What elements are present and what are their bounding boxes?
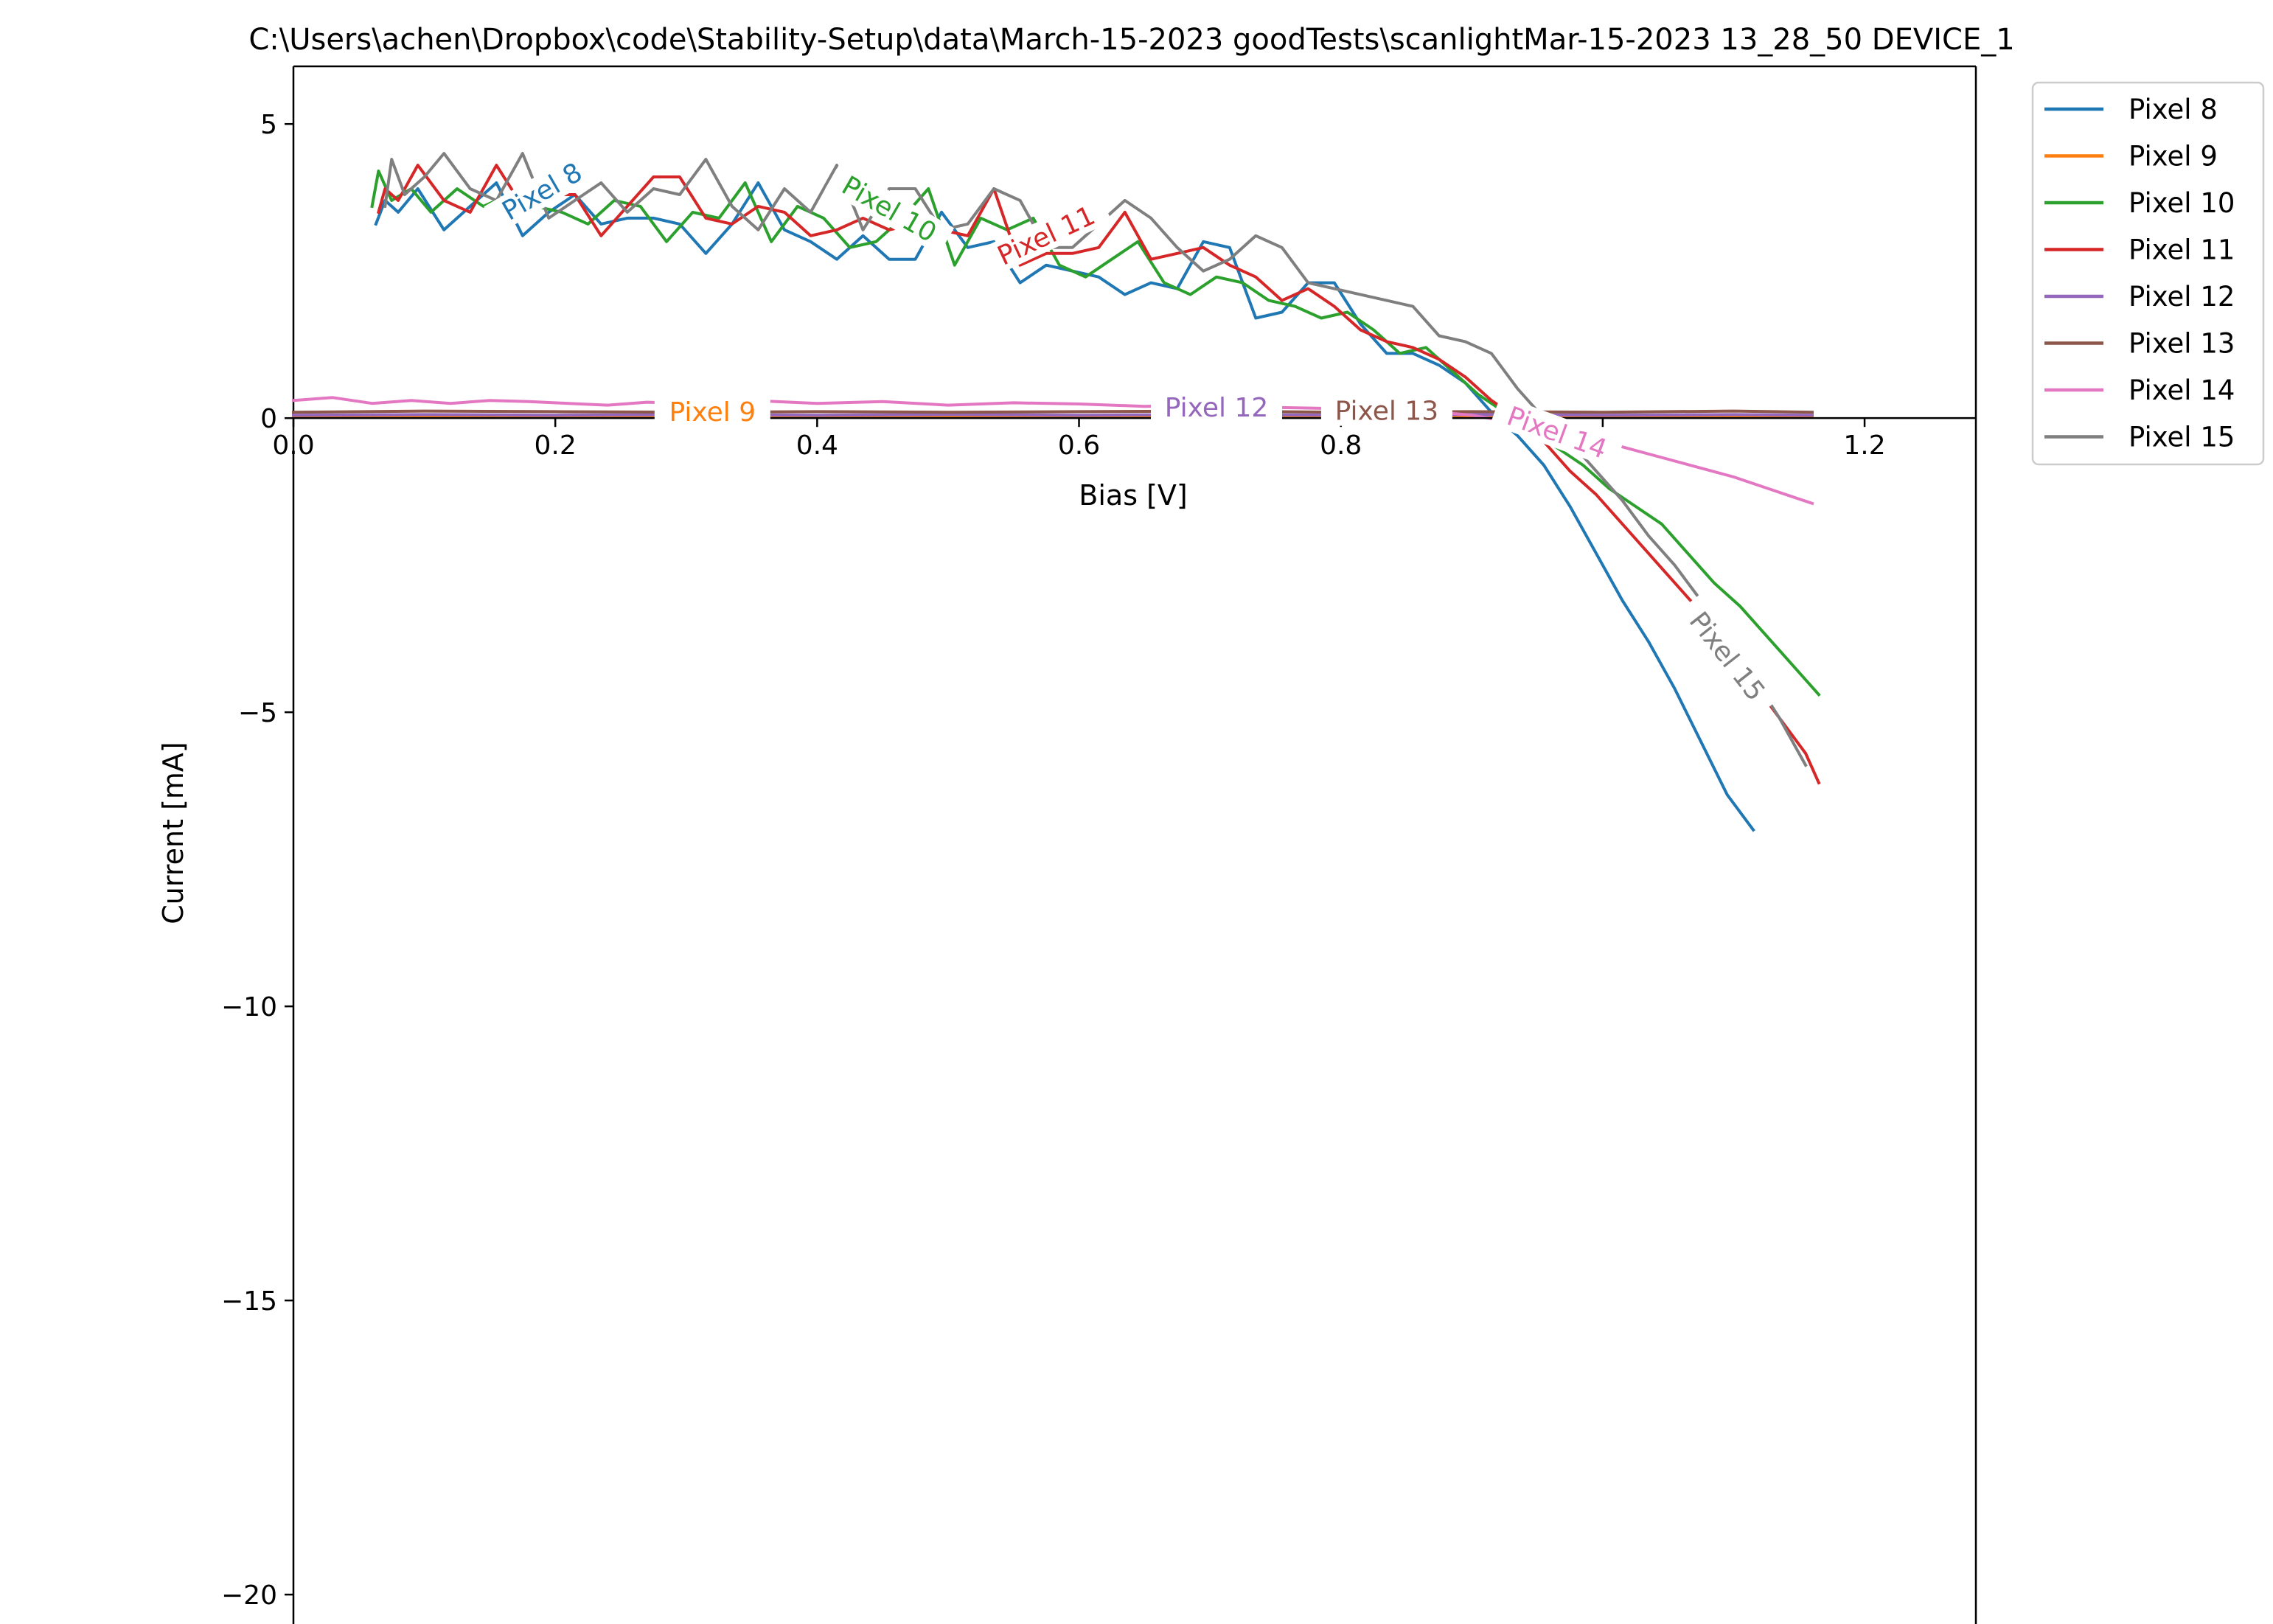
legend: Pixel 8 Pixel 9 Pixel 10 Pixel 11 Pixel 12 Pi… xyxy=(2031,81,2265,466)
inline-label-background xyxy=(1151,391,1282,422)
x-tick-label: 0.6 xyxy=(1058,431,1100,461)
inline-label-background xyxy=(980,193,1113,277)
y-axis-label: Current [mA] xyxy=(157,742,189,924)
legend-label: Pixel 15 xyxy=(2128,422,2235,453)
legend-label: Pixel 12 xyxy=(2128,281,2235,313)
series-line-pixel-13 xyxy=(291,409,1814,414)
x-axis-label: Bias [V] xyxy=(1079,479,1187,512)
series-line-pixel-10 xyxy=(370,170,1821,697)
inline-label-background xyxy=(1490,394,1624,470)
series-line-pixel-11 xyxy=(376,164,1821,785)
inline-label-pixel-9: Pixel 9 xyxy=(654,396,770,428)
legend-label: Pixel 11 xyxy=(2128,234,2235,266)
y-tick-label: −15 xyxy=(221,1286,277,1317)
legend-box xyxy=(2031,81,2265,466)
legend-label: Pixel 14 xyxy=(2128,374,2235,406)
series-line-pixel-12 xyxy=(291,413,1814,417)
x-tick-label: 0.0 xyxy=(272,431,314,461)
y-tick-label: 0 xyxy=(260,404,277,434)
x-axis: 0.0 0.2 0.4 0.6 0.8 1.2 xyxy=(272,417,1976,461)
legend-label: Pixel 10 xyxy=(2128,187,2235,219)
inline-label-pixel-12: Pixel 12 xyxy=(1151,391,1282,423)
inline-label-pixel-13: Pixel 13 xyxy=(1320,394,1452,427)
inline-label-text: Pixel 13 xyxy=(1335,397,1439,427)
legend-label: Pixel 9 xyxy=(2128,141,2218,172)
legend-items: Pixel 8 Pixel 9 Pixel 10 Pixel 11 Pixel 12 Pi… xyxy=(2044,94,2235,453)
x-tick-label: 0.4 xyxy=(796,431,838,461)
inline-label-background xyxy=(484,148,600,234)
inline-label-background xyxy=(1320,394,1452,426)
legend-label: Pixel 8 xyxy=(2128,94,2218,125)
y-tick-label: −5 xyxy=(238,698,277,728)
x-tick-label: 1.2 xyxy=(1843,431,1885,461)
inline-label-text: Pixel 12 xyxy=(1165,393,1269,423)
inline-label-text: Pixel 9 xyxy=(669,397,756,428)
y-tick-label: −20 xyxy=(221,1581,277,1611)
chart-title: C:\Users\achen\Dropbox\code\Stability-Se… xyxy=(248,23,2014,57)
y-tick-label: −10 xyxy=(221,992,277,1022)
y-axis: 5 0 −5 −10 −15 −20 xyxy=(221,110,293,1611)
legend-label: Pixel 13 xyxy=(2128,328,2235,360)
inline-label-background xyxy=(824,162,955,255)
x-tick-label: 0.2 xyxy=(535,431,577,461)
inline-label-background xyxy=(654,396,770,428)
y-tick-label: 5 xyxy=(260,110,277,140)
x-tick-label: 0.8 xyxy=(1320,431,1362,461)
inline-label-background xyxy=(1675,594,1781,717)
